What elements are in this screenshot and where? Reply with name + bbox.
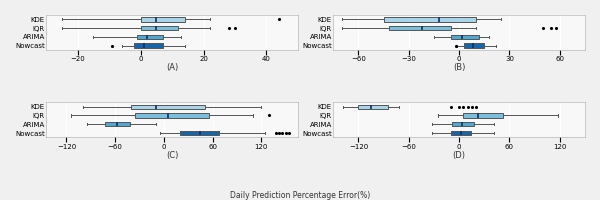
Text: (C): (C): [166, 151, 178, 160]
PathPatch shape: [451, 35, 479, 39]
PathPatch shape: [140, 26, 178, 30]
PathPatch shape: [451, 131, 471, 135]
Text: (B): (B): [453, 63, 465, 72]
PathPatch shape: [134, 43, 163, 48]
Text: (D): (D): [452, 151, 466, 160]
PathPatch shape: [389, 26, 451, 30]
PathPatch shape: [463, 113, 503, 118]
PathPatch shape: [383, 17, 476, 22]
PathPatch shape: [140, 17, 185, 22]
PathPatch shape: [180, 131, 219, 135]
PathPatch shape: [358, 105, 388, 109]
PathPatch shape: [464, 43, 484, 48]
Text: Daily Prediction Percentage Error(%): Daily Prediction Percentage Error(%): [230, 191, 370, 200]
PathPatch shape: [131, 105, 205, 109]
PathPatch shape: [136, 113, 209, 118]
PathPatch shape: [106, 122, 130, 126]
Text: (A): (A): [166, 63, 178, 72]
PathPatch shape: [452, 122, 474, 126]
PathPatch shape: [137, 35, 163, 39]
